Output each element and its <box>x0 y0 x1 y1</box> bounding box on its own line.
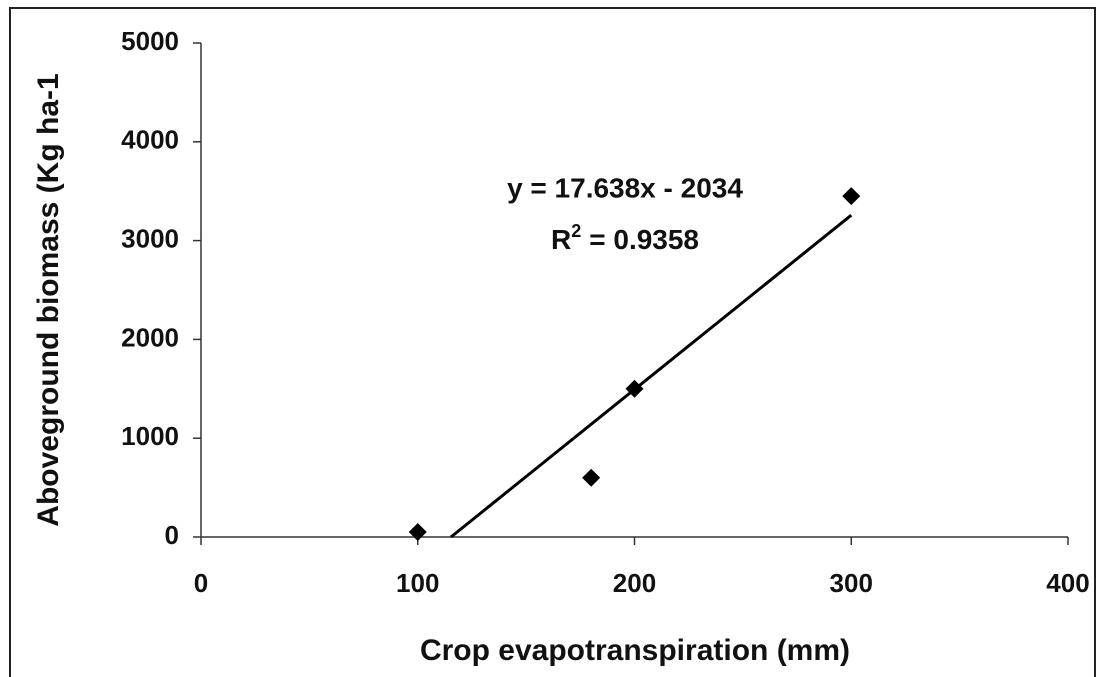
trendline <box>450 213 853 539</box>
r2-text: = 0.9358 <box>589 224 699 255</box>
r2-exponent: 2 <box>571 221 581 241</box>
data-point <box>842 187 861 206</box>
x-tick-label: 100 <box>396 568 439 598</box>
x-tick-label: 200 <box>613 568 656 598</box>
data-point <box>582 468 601 487</box>
y-tick-label: 3000 <box>121 223 179 253</box>
data-point <box>408 523 427 542</box>
y-tick-label: 5000 <box>121 26 179 56</box>
y-tick-label: 2000 <box>121 322 179 352</box>
chart-frame <box>9 7 1096 677</box>
trendline-equation: y = 17.638x - 2034 <box>507 172 743 203</box>
r-squared: R2 = 0.9358 <box>551 221 699 256</box>
y-axis-title: Aboveground biomass (Kg ha-1 <box>32 73 65 526</box>
x-axis-title: Crop evapotranspiration (mm) <box>420 634 850 667</box>
r2-symbol: R <box>551 224 571 255</box>
data-point <box>625 379 644 398</box>
y-tick-label: 0 <box>165 520 179 550</box>
y-tick-label: 1000 <box>121 421 179 451</box>
x-tick-label: 0 <box>194 568 208 598</box>
y-tick-label: 4000 <box>121 125 179 155</box>
x-tick-label: 400 <box>1046 568 1089 598</box>
x-tick-label: 300 <box>830 568 873 598</box>
